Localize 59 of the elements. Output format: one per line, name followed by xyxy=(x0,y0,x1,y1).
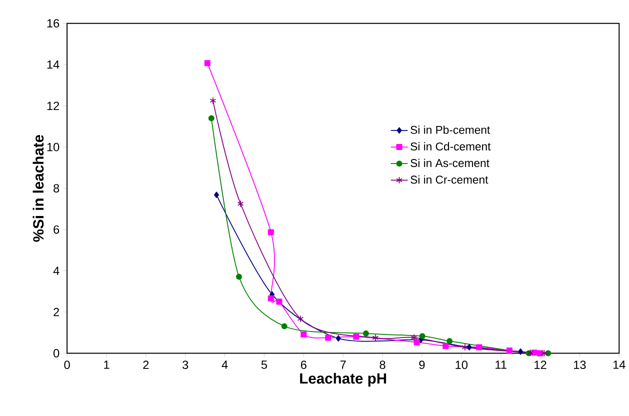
x-tick-label: 13 xyxy=(574,360,586,370)
point xyxy=(336,335,341,342)
x-tick-label: 6 xyxy=(300,360,306,370)
x-tick-label: 1 xyxy=(104,360,110,369)
y-tick-label: 6 xyxy=(54,225,60,234)
x-axis-title: Leachate pH xyxy=(300,372,386,387)
x-tick-label: 0 xyxy=(64,360,70,370)
point xyxy=(462,344,468,351)
legend-label: Si in Cd-cement xyxy=(410,142,491,150)
point xyxy=(419,333,426,340)
point xyxy=(506,348,513,354)
legend-label: Si in Cr-cement xyxy=(410,175,488,184)
point xyxy=(276,298,282,305)
point xyxy=(476,344,482,350)
point xyxy=(466,344,472,350)
point xyxy=(442,342,449,350)
point xyxy=(237,200,244,208)
x-tick-label: 11 xyxy=(496,360,506,369)
y-tick-label: 8 xyxy=(54,184,60,192)
point xyxy=(372,334,379,342)
point xyxy=(281,323,288,330)
point xyxy=(268,229,274,236)
x-tick-label: 8 xyxy=(380,360,386,370)
y-tick-label: 0 xyxy=(54,349,60,358)
x-tick-label: 12 xyxy=(534,360,546,369)
point xyxy=(362,330,369,336)
x-tick-label: 2 xyxy=(143,360,149,369)
point xyxy=(325,334,332,341)
point xyxy=(446,338,453,344)
point xyxy=(236,274,242,280)
point xyxy=(214,192,220,198)
point xyxy=(210,97,216,104)
point xyxy=(410,334,418,342)
legend-label: Si in Pb-cement xyxy=(410,126,490,134)
point xyxy=(414,339,420,346)
point xyxy=(518,348,524,355)
x-tick-label: 4 xyxy=(222,360,228,369)
y-tick-label: 2 xyxy=(54,308,60,316)
point xyxy=(268,295,274,302)
y-tick-label: 10 xyxy=(47,142,60,152)
x-tick-label: 7 xyxy=(340,360,346,369)
y-tick-label: 16 xyxy=(47,19,60,28)
x-tick-label: 5 xyxy=(261,360,268,369)
y-tick-label: 12 xyxy=(47,102,60,110)
point xyxy=(204,60,210,66)
y-tick-label: 4 xyxy=(53,266,60,275)
y-axis-title: %Si in leachate xyxy=(32,134,44,242)
point xyxy=(300,331,307,338)
x-tick-label: 9 xyxy=(419,360,425,370)
point xyxy=(537,350,544,356)
x-tick-label: 10 xyxy=(456,360,468,370)
legend-label: Si in As-cement xyxy=(410,158,490,168)
x-tick-label: 3 xyxy=(182,360,188,370)
point xyxy=(353,334,360,340)
x-tick-label: 14 xyxy=(613,360,626,369)
point xyxy=(541,350,548,357)
point xyxy=(297,315,304,322)
point xyxy=(208,115,214,122)
y-tick-label: 14 xyxy=(47,60,60,69)
